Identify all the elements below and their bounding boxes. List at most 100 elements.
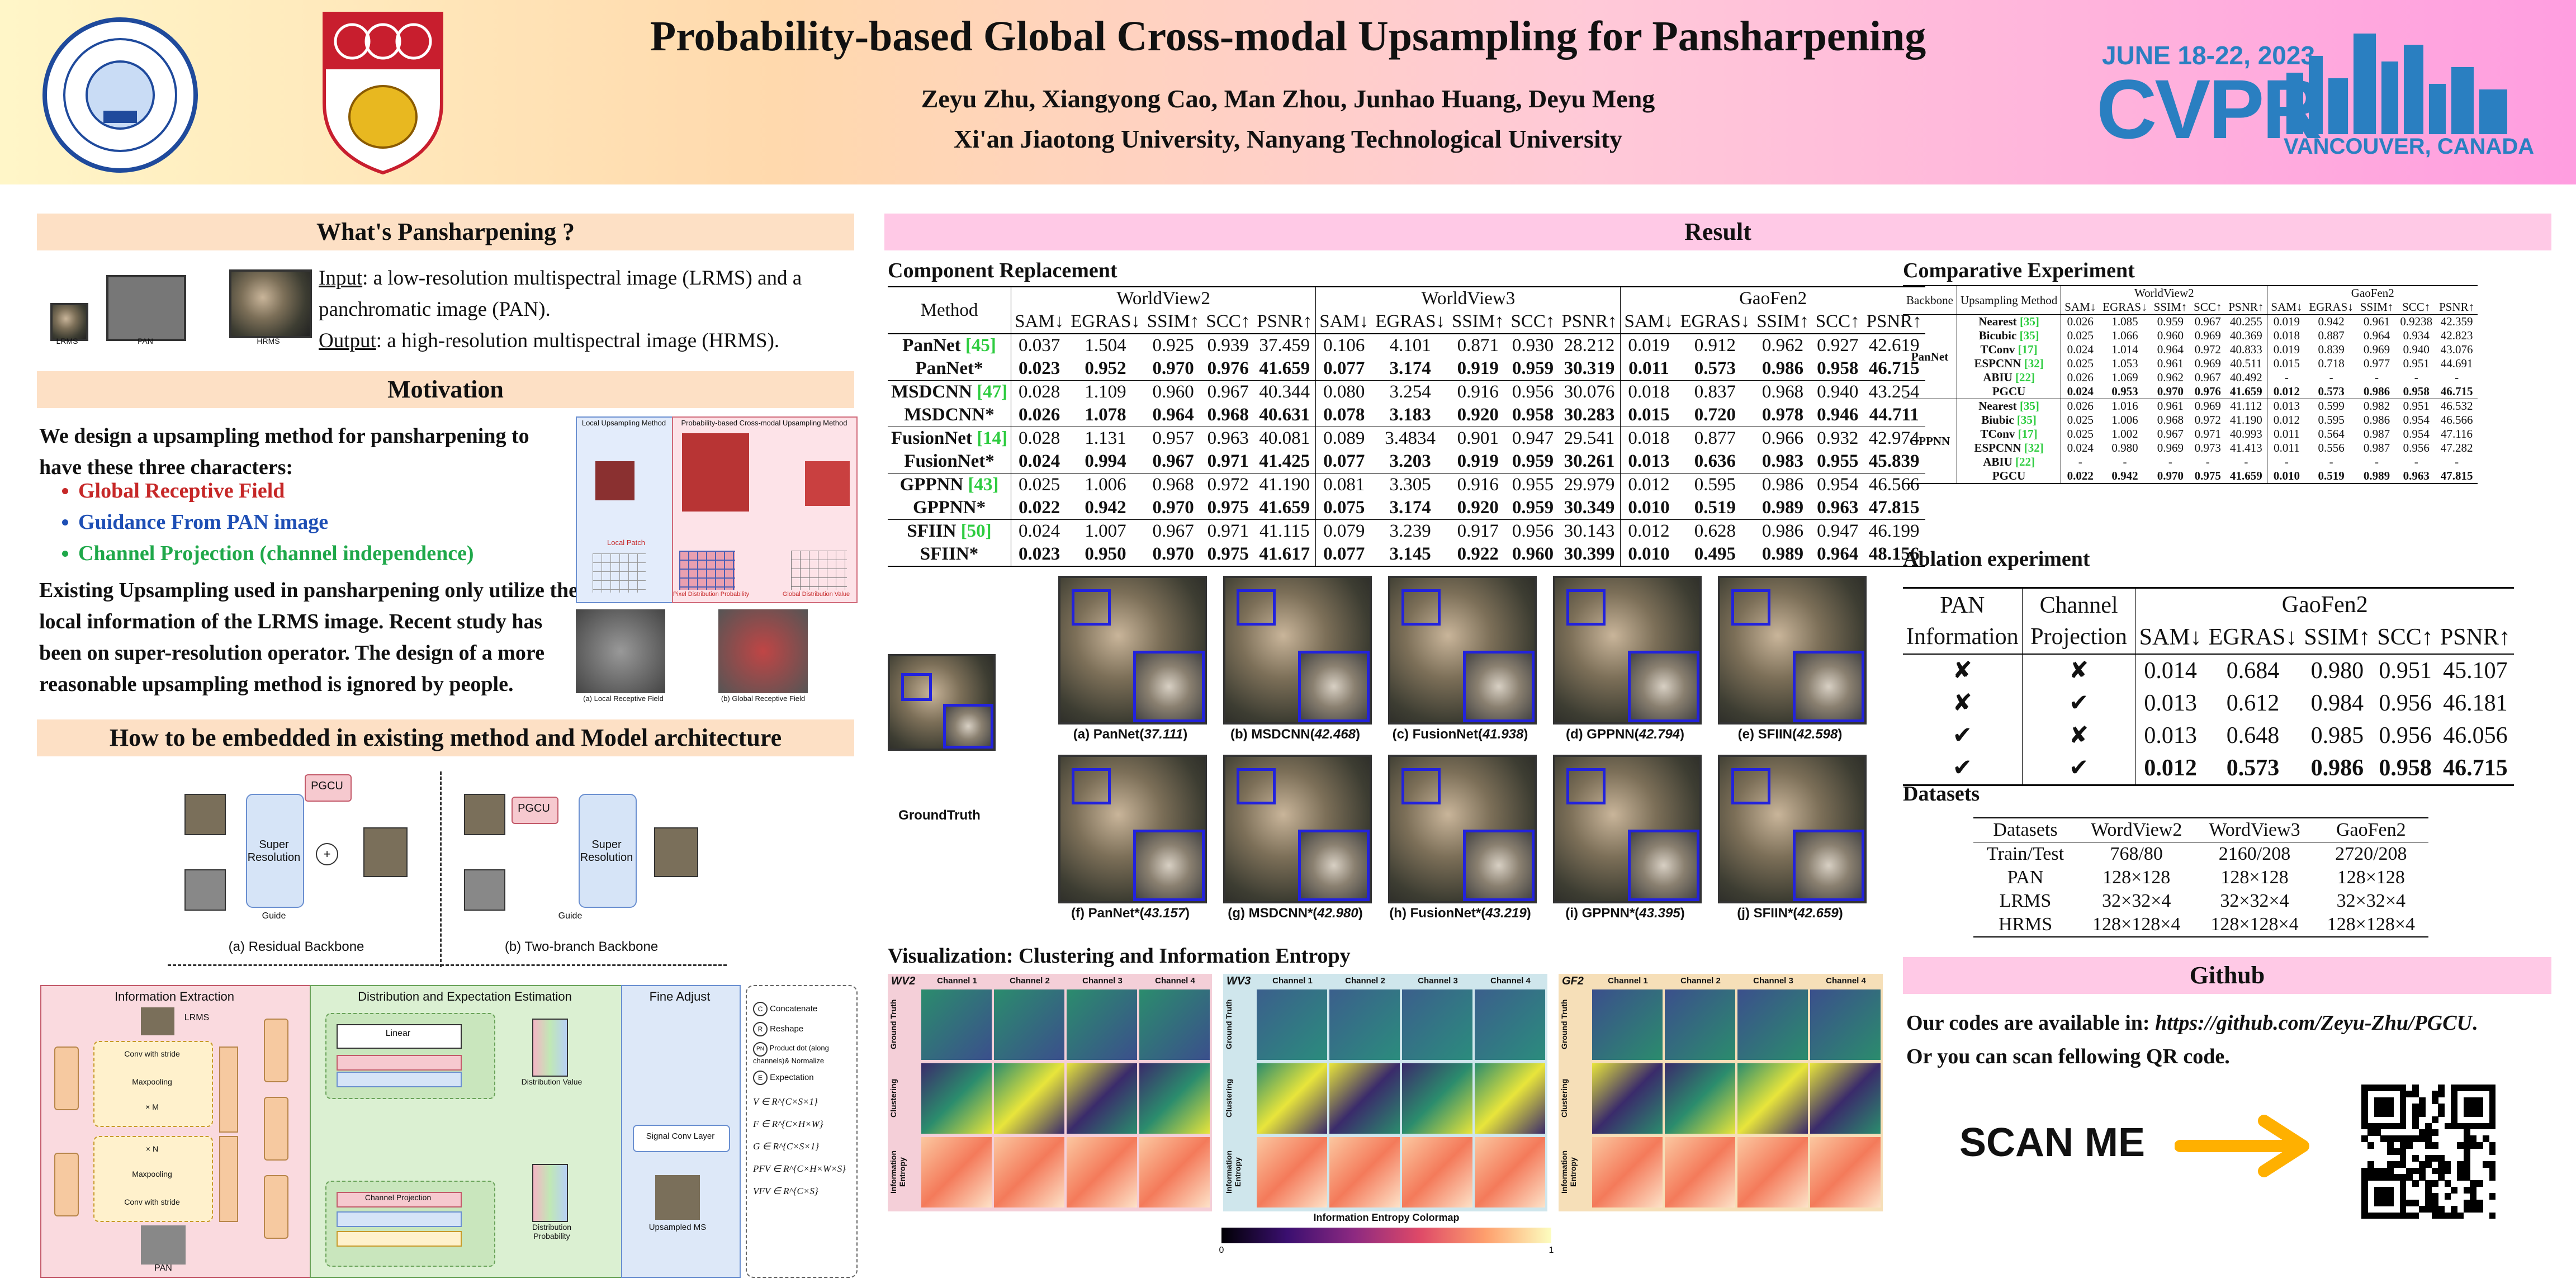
qr-module <box>2470 1193 2477 1200</box>
qr-module <box>2418 1135 2426 1143</box>
zoom-box <box>1401 589 1441 626</box>
hrms-image <box>229 269 312 338</box>
section-github: Github <box>1903 957 2551 994</box>
qr-module <box>2418 1174 2426 1181</box>
entropy-colormap-bar <box>1221 1228 1551 1243</box>
qr-module <box>2361 1180 2368 1187</box>
qr-code[interactable] <box>2361 1085 2496 1219</box>
col-wv2: WorldView2 <box>1011 287 1317 310</box>
local-patch-grid <box>593 553 646 593</box>
qr-module <box>2399 1123 2407 1130</box>
value-cell: 0.959 <box>1512 358 1554 378</box>
skyline-icon <box>2286 34 2507 134</box>
zoom-inset <box>1628 830 1699 901</box>
qr-module <box>2361 1199 2368 1206</box>
value-cell: 30.283 <box>1558 404 1621 427</box>
divider-line <box>440 771 442 967</box>
vis-cell <box>1402 989 1472 1060</box>
qr-module <box>2489 1167 2496 1175</box>
value-cell: 41.617 <box>1253 543 1317 566</box>
vis-row-label: Clustering <box>1224 1078 1233 1118</box>
value-cell: 0.077 <box>1323 544 1365 564</box>
qr-module <box>2476 1180 2483 1187</box>
motivation-bullets: Global Receptive Field Guidance From PAN… <box>50 475 474 569</box>
table-row: FusionNet* 0.024 0.994 0.967 0.971 41.425 0.07… <box>888 450 1925 473</box>
abl-metric-col: SCC↑ <box>2377 624 2433 650</box>
value-cell: 0.932 <box>1817 428 1859 448</box>
qr-module <box>2431 1180 2438 1187</box>
vis-cell <box>1257 989 1327 1060</box>
qr-module <box>2393 1212 2400 1219</box>
qr-module <box>2438 1104 2445 1111</box>
value-cell: 0.018 <box>2273 329 2300 342</box>
col-wv3: WorldView3 <box>1315 287 1621 310</box>
qr-module <box>2367 1142 2375 1149</box>
qr-module <box>2451 1186 2457 1194</box>
value-cell: 0.950 <box>1085 544 1126 564</box>
value-cell: 0.013 <box>2273 399 2300 413</box>
qr-module <box>2380 1110 2388 1117</box>
groundtruth-image <box>888 654 996 751</box>
qr-module <box>2470 1123 2477 1130</box>
github-line2: Or you can scan fellowing QR code. <box>1906 1045 2230 1068</box>
value-cell: 0.079 <box>1323 521 1365 541</box>
conv-block-top <box>54 1046 79 1110</box>
qr-module <box>2463 1142 2470 1149</box>
qr-module <box>2367 1129 2375 1136</box>
qr-module <box>2470 1135 2477 1143</box>
gconv-block <box>264 1097 288 1161</box>
arch-pan-label: PAN <box>154 1263 172 1273</box>
vis-cell <box>1810 1137 1881 1208</box>
super-resolution-block-a <box>246 794 304 908</box>
value-cell: - <box>2168 455 2172 468</box>
qr-module <box>2489 1085 2496 1091</box>
table-row: ABIU [22] 0.026 1.069 0.962 0.967 40.492 - - - - - <box>1903 371 2478 385</box>
value-cell: 3.203 <box>1389 451 1431 471</box>
vis-cell <box>921 1137 992 1208</box>
value-cell: 0.037 <box>1018 335 1060 356</box>
citation: [47] <box>977 382 1008 402</box>
value-cell: 41.112 <box>2225 399 2268 413</box>
backbone-cell: GPPNN <box>1903 399 1957 484</box>
vis-row-label: Clustering <box>889 1078 898 1118</box>
upsampled-ms-label: Upsampled MS <box>648 1223 707 1232</box>
local-method-title: Local Upsampling Method <box>581 419 666 427</box>
table-row: TConv [17] 0.025 1.002 0.967 0.971 40.993 0.01… <box>1903 427 2478 441</box>
formula-vfv: VFV ∈ R^{C×S} <box>753 1186 818 1196</box>
metric-col: SSIM↑ <box>1452 311 1504 332</box>
value-cell: 0.977 <box>2363 357 2390 370</box>
qr-module <box>2476 1097 2483 1104</box>
zoom-inset <box>1463 651 1535 722</box>
value-cell: 0.934 <box>2403 329 2430 342</box>
value-cell: 41.659 <box>1253 357 1317 381</box>
table-row: ESPCNN [32] 0.025 1.053 0.961 0.969 40.511 0.0… <box>1903 357 2478 371</box>
github-link[interactable]: https://github.com/Zeyu-Zhu/PGCU <box>2155 1011 2472 1035</box>
qr-module <box>2470 1142 2477 1149</box>
table-row: PanNet Nearest [35] 0.026 1.085 0.959 0.967 40… <box>1903 314 2478 399</box>
qr-module <box>2418 1104 2426 1111</box>
vis-cell <box>1665 1063 1735 1134</box>
value-cell: 0.912 <box>1694 335 1736 356</box>
check-icon: ✔ <box>1903 719 2023 752</box>
scan-me-label: SCAN ME <box>1959 1120 2146 1165</box>
value-cell: 0.961 <box>2157 399 2184 413</box>
channel-projection-1 <box>337 1055 462 1071</box>
qr-module <box>2451 1123 2457 1130</box>
value-cell: 0.012 <box>1628 475 1670 495</box>
conv-stride-label-1: Conv with stride <box>124 1049 180 1058</box>
col-method: Method <box>888 287 1012 334</box>
caption-end: ) <box>1838 727 1843 742</box>
value-cell: - <box>2284 455 2289 468</box>
vis-row-label: Information Entropy <box>1224 1150 1242 1194</box>
channel-header: Channel 2 <box>1010 976 1050 986</box>
value-cell: 1.069 <box>2111 371 2138 384</box>
qr-module <box>2438 1110 2445 1117</box>
value-cell: 41.190 <box>2225 413 2268 427</box>
value-cell: 0.976 <box>1207 358 1249 378</box>
component-title: Component Replacement <box>888 259 1117 282</box>
comparison-image <box>1388 755 1537 903</box>
value-cell: - <box>2329 455 2333 468</box>
github-prefix: Our codes are available in: <box>1906 1011 2156 1035</box>
abl-col-dataset: GaoFen2 <box>2281 592 2368 618</box>
bottom-dash <box>168 964 727 966</box>
